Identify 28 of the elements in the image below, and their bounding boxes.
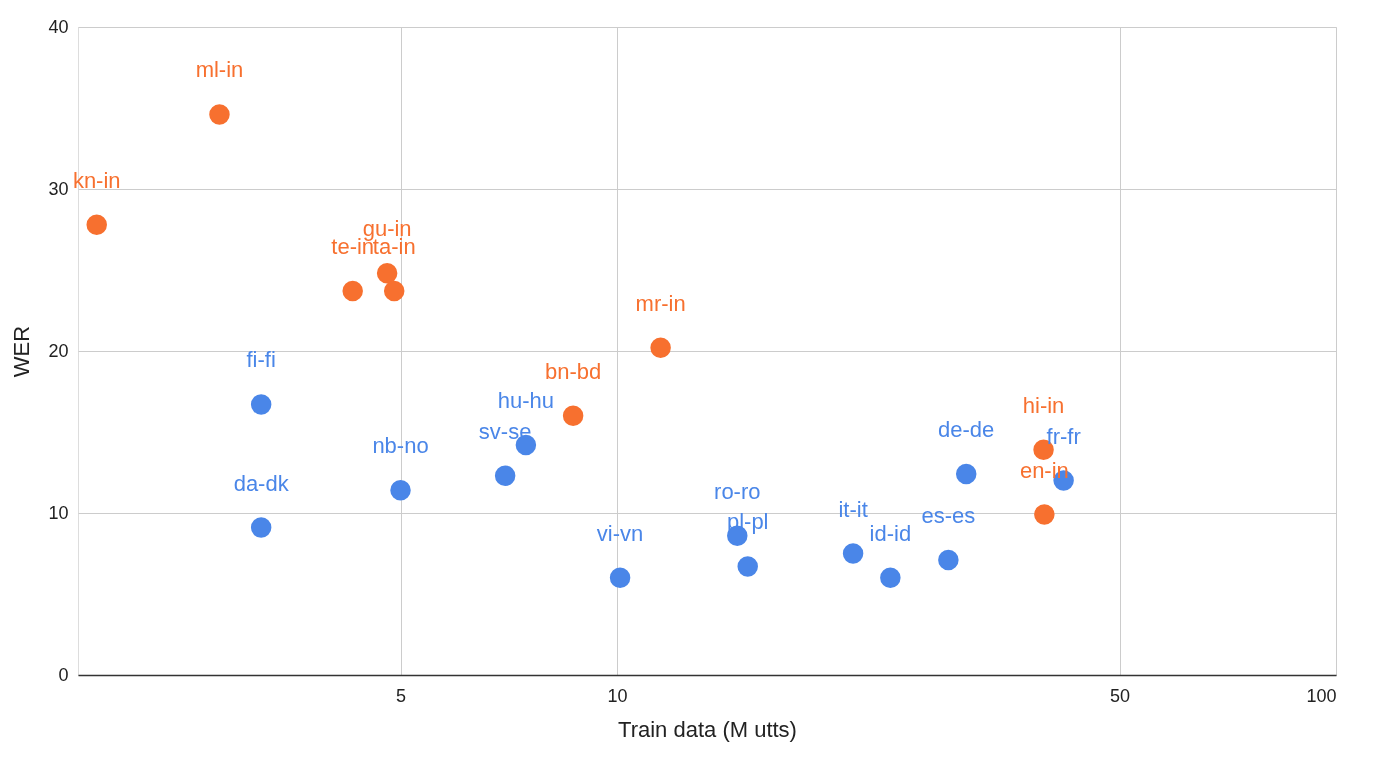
annotation: en-in	[1019, 457, 1069, 483]
annotation: it-it	[838, 496, 868, 522]
annotation: nb-no	[372, 433, 429, 459]
annotation: hi-in	[1022, 392, 1065, 418]
annotation: id-id	[869, 520, 912, 546]
annotation: vi-vn	[596, 520, 644, 546]
y-tick-label: 10	[48, 502, 69, 523]
annotation: mr-in	[635, 290, 686, 316]
annotation: es-es	[921, 502, 976, 528]
x-tick-label: 50	[1110, 685, 1131, 706]
y-tick-label: 20	[48, 340, 69, 361]
y-tick-label: 40	[48, 16, 69, 37]
annotation: fi-fi	[246, 347, 276, 373]
annotation: bn-bd	[544, 358, 602, 384]
annotation: ml-in	[195, 57, 244, 83]
x-tick-label: 10	[607, 685, 628, 706]
annotation: ro-ro	[714, 478, 761, 504]
x-tick-label: 5	[396, 685, 407, 706]
annotation: hu-hu	[497, 387, 555, 413]
annotation: da-dk	[233, 470, 290, 496]
annotation: fr-fr	[1046, 423, 1081, 449]
y-tick-label: 0	[58, 664, 69, 685]
y-tick-label: 30	[48, 178, 69, 199]
x-axis-title: Train data (M utts)	[618, 716, 797, 742]
annotation: kn-in	[72, 167, 121, 193]
annotation: de-de	[938, 417, 995, 443]
x-tick-label: 100	[1306, 685, 1337, 706]
y-axis-title: WER	[9, 325, 35, 378]
